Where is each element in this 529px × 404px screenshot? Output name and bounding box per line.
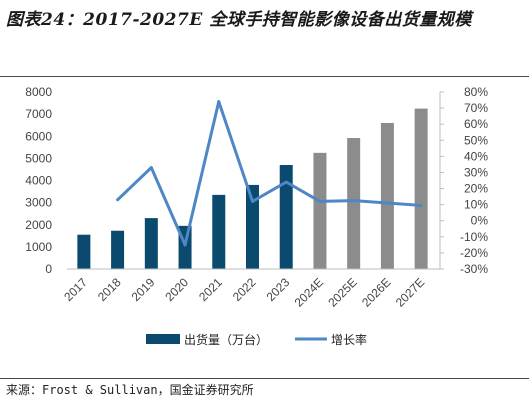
x-tick-label: 2024E	[292, 275, 326, 309]
right-tick-label: 60%	[464, 117, 488, 131]
right-tick-label: -10%	[460, 230, 488, 244]
growth-point-2021	[217, 100, 221, 104]
growth-point-2020	[183, 243, 187, 247]
bar-2021	[212, 194, 226, 269]
right-tick-label: 40%	[464, 149, 488, 163]
x-tick-label: 2018	[95, 275, 124, 304]
left-tick-label: 5000	[25, 151, 52, 165]
source-note: 来源：Frost & Sullivan，国金证券研究所	[6, 383, 254, 397]
growth-point-2024E	[318, 199, 322, 203]
left-tick-label: 8000	[25, 85, 52, 99]
title-rule	[0, 76, 529, 77]
legend: 出货量（万台） 增长率	[146, 332, 367, 347]
shipment-chart: 0 1000 2000 3000 4000 5000 6000 7000 8000 -30% -2…	[25, 85, 489, 347]
x-tick-label: 2026E	[359, 275, 393, 309]
bar-2023	[279, 165, 293, 269]
right-tick-label: 20%	[464, 182, 488, 196]
legend-bar-swatch	[146, 334, 180, 344]
left-tick-label: 7000	[25, 107, 52, 121]
x-tick-label: 2019	[129, 275, 158, 304]
left-tick-label: 2000	[25, 218, 52, 232]
x-tick-label: 2022	[230, 275, 259, 304]
growth-point-2022	[251, 199, 254, 203]
right-tick-label: 30%	[464, 165, 488, 179]
left-tick-label: 4000	[25, 174, 52, 188]
x-axis: 2017 2018 2019 2020 2021 2022 2023 2024E 2025E 20…	[61, 275, 427, 310]
bar-2024E	[313, 152, 327, 269]
growth-point-2027E	[419, 203, 423, 207]
x-tick-label: 2027E	[393, 275, 427, 309]
bar-2022	[246, 184, 259, 269]
right-axis: -30% -20% -10% 0% 10% 20% 30% 40% 50% 60% 70% 80%	[439, 85, 489, 276]
right-tick-label: 0%	[471, 214, 489, 228]
growth-point-2026E	[385, 201, 389, 205]
right-tick-label: 80%	[464, 85, 488, 99]
left-tick-label: 1000	[25, 240, 52, 254]
x-tick-label: 2017	[61, 275, 90, 304]
bar-2018	[111, 230, 125, 269]
growth-point-2025E	[352, 199, 356, 203]
right-tick-label: 50%	[464, 133, 488, 147]
legend-line-label: 增长率	[331, 332, 367, 347]
right-tick-label: 10%	[464, 198, 488, 212]
right-tick-label: 70%	[464, 101, 488, 115]
right-tick-label: -30%	[460, 262, 488, 276]
growth-line-series	[116, 100, 423, 247]
left-axis: 0 1000 2000 3000 4000 5000 6000 7000 8000	[25, 85, 52, 276]
figure-title: 图表24：2017-2027E 全球手持智能影像设备出货量规模	[6, 10, 472, 30]
x-tick-label: 2025E	[325, 275, 359, 309]
bar-2026E	[380, 122, 394, 269]
left-tick-label: 0	[45, 262, 52, 276]
bar-2017	[77, 234, 91, 269]
growth-point-2018	[116, 198, 120, 202]
x-tick-label: 2023	[264, 275, 293, 304]
left-tick-label: 3000	[25, 196, 52, 210]
growth-line	[116, 100, 422, 247]
right-tick-label: -20%	[460, 246, 488, 260]
x-tick-label: 2021	[196, 275, 225, 304]
x-tick-label: 2020	[162, 275, 191, 304]
growth-point-2023	[284, 180, 288, 184]
growth-point-2019	[149, 166, 153, 170]
bar-series	[77, 108, 428, 269]
legend-bar-label: 出货量（万台）	[184, 332, 268, 347]
bar-2027E	[414, 108, 428, 269]
left-tick-label: 6000	[25, 129, 52, 143]
bar-2019	[144, 218, 158, 269]
footer-rule	[0, 378, 529, 379]
bar-2025E	[347, 138, 361, 269]
